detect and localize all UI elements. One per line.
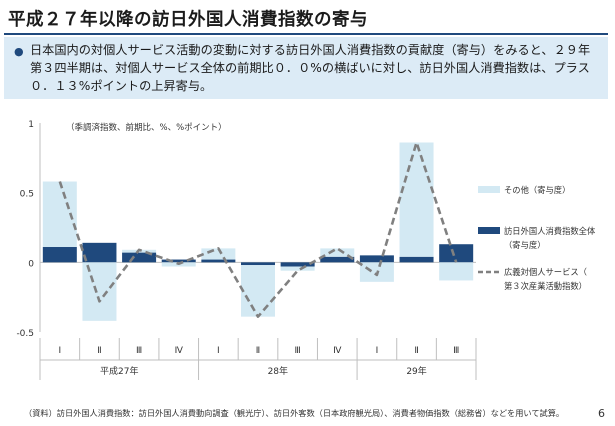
bar-other-contribution <box>439 262 474 281</box>
legend-label-line: 広義対個人サービス（第３次産業活動指数） <box>504 267 587 291</box>
legend-label-inbound: 訪日外国人消費指数全体（寄与度） <box>504 226 596 250</box>
bar-other-contribution <box>280 266 315 271</box>
bar-other-contribution <box>399 142 434 257</box>
bar-inbound-contribution <box>42 247 77 263</box>
x-tick-label: Ⅳ <box>175 346 184 356</box>
bar-other-contribution <box>201 248 236 260</box>
bar-inbound-contribution <box>201 259 236 263</box>
year-label: 平成27年 <box>100 365 138 377</box>
bullet-icon: ● <box>14 45 24 58</box>
x-tick-label: Ⅰ <box>376 346 379 356</box>
x-tick-label: Ⅱ <box>414 346 418 356</box>
year-label: 28年 <box>268 365 288 377</box>
bar-inbound-contribution <box>399 256 434 263</box>
bar-inbound-contribution <box>122 252 157 263</box>
bar-inbound-contribution <box>280 262 315 267</box>
legend-swatch-other <box>478 186 500 193</box>
slide-title: 平成２７年以降の訪日外国人消費指数の寄与 <box>8 10 368 30</box>
y-tick-label: 0.5 <box>20 190 34 200</box>
line-broad-personal-services <box>58 141 458 318</box>
bar-other-contribution <box>241 265 275 317</box>
bar-inbound-contribution <box>359 255 394 263</box>
bar-inbound-contribution <box>439 244 474 263</box>
y-tick-label: 0 <box>28 259 34 269</box>
page-number: 6 <box>598 407 605 420</box>
bar-inbound-contribution <box>161 259 196 263</box>
legend-label-other: その他（寄与度） <box>504 185 570 195</box>
y-tick-label: -0.5 <box>16 329 34 339</box>
x-tick-label: Ⅲ <box>136 346 142 356</box>
y-tick-label: 1 <box>28 120 34 130</box>
x-tick-label: Ⅰ <box>217 346 220 356</box>
source-note: （資料）訪日外国人消費指数：訪日外国人消費動向調査（観光庁）、訪日外客数（日本政… <box>24 408 565 418</box>
x-tick-label: Ⅲ <box>453 346 459 356</box>
x-tick-label: Ⅲ <box>295 346 301 356</box>
x-tick-label: Ⅱ <box>97 346 101 356</box>
year-label: 29年 <box>406 365 426 377</box>
x-tick-label: Ⅱ <box>256 346 260 356</box>
x-tick-label: Ⅰ <box>58 346 61 356</box>
bar-other-contribution <box>320 248 355 257</box>
legend-swatch-inbound <box>478 227 500 234</box>
bar-inbound-contribution <box>82 242 117 263</box>
title-divider <box>4 33 608 35</box>
unit-note: （季調済指数、前期比、%、%ポイント） <box>66 122 227 133</box>
x-tick-label: Ⅳ <box>333 346 342 356</box>
bar-inbound-contribution <box>320 256 355 263</box>
summary-text: 日本国内の対個人サービス活動の変動に対する訪日外国人消費指数の貢献度（寄与）をみ… <box>30 43 591 93</box>
contribution-chart: 1 0.5 0 -0.5 （季調済指数、前期比、%、%ポイント） Ⅰ Ⅱ Ⅲ Ⅳ Ⅰ Ⅱ Ⅲ Ⅳ Ⅰ Ⅱ Ⅲ 平… <box>16 120 596 380</box>
summary-box: ● 日本国内の対個人サービス活動の変動に対する訪日外国人消費指数の貢献度（寄与）… <box>4 37 608 99</box>
bar-inbound-contribution <box>241 262 275 266</box>
bar-other-contribution <box>82 262 117 321</box>
